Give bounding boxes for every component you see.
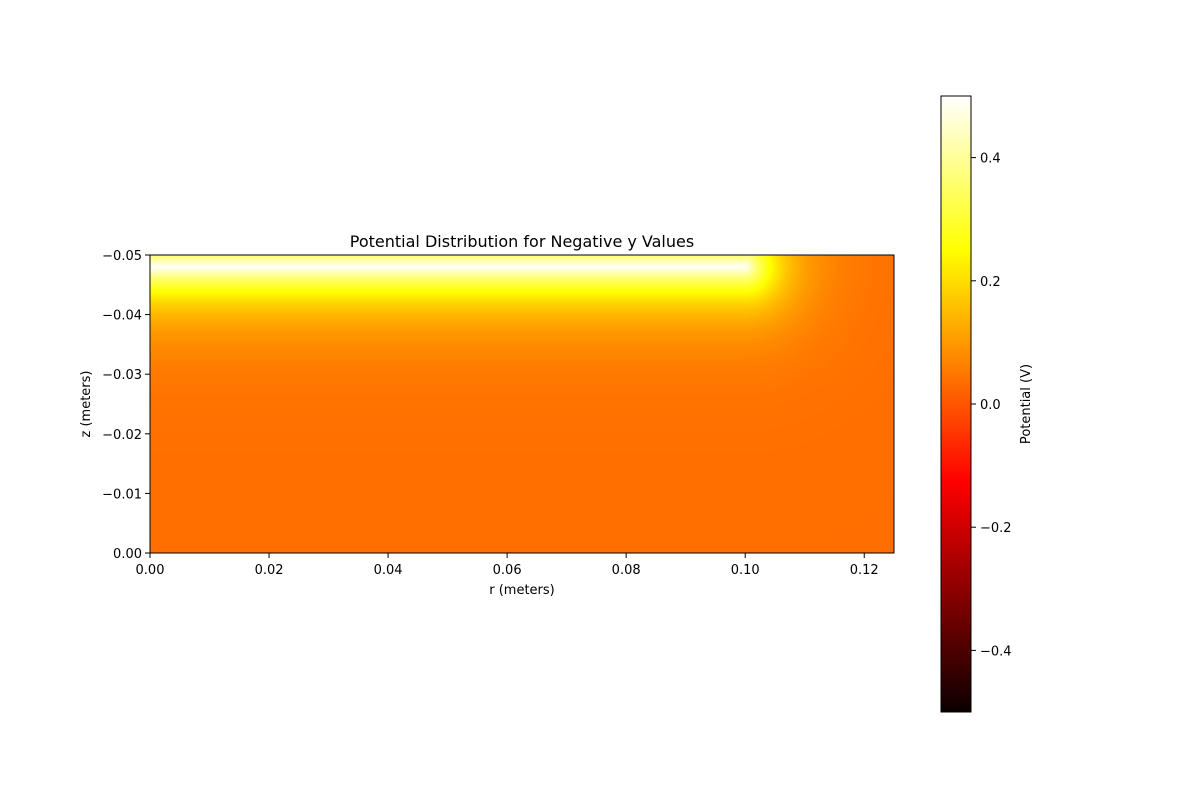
x-tick-label: 0.10 xyxy=(731,563,760,578)
y-axis-label: z (meters) xyxy=(79,371,94,438)
colorbar-tick-label: 0.4 xyxy=(980,152,1001,167)
colorbar-ticks: 0.4 0.2 0.0 −0.2 −0.4 xyxy=(971,152,1012,659)
colorbar-tick-label: −0.4 xyxy=(980,644,1012,659)
colorbar-tick-label: 0.0 xyxy=(980,398,1001,413)
y-axis: −0.05 −0.04 −0.03 −0.02 −0.01 0.00 xyxy=(102,249,150,562)
y-tick-label: −0.02 xyxy=(102,428,142,443)
colorbar-label: Potential (V) xyxy=(1019,364,1034,444)
x-axis-label: r (meters) xyxy=(489,583,555,598)
y-tick-label: −0.04 xyxy=(102,309,142,324)
y-tick-label: −0.05 xyxy=(102,249,142,264)
colorbar xyxy=(940,95,972,713)
x-tick-label: 0.06 xyxy=(493,563,522,578)
y-tick-label: 0.00 xyxy=(113,547,142,562)
plot-frame xyxy=(149,254,895,554)
x-tick-label: 0.08 xyxy=(612,563,641,578)
x-tick-label: 0.00 xyxy=(136,563,165,578)
y-tick-label: −0.01 xyxy=(102,487,142,502)
colorbar-tick-label: −0.2 xyxy=(980,521,1012,536)
y-tick-label: −0.03 xyxy=(102,368,142,383)
colorbar-tick-label: 0.2 xyxy=(980,275,1001,290)
x-tick-label: 0.04 xyxy=(374,563,403,578)
heatmap-area xyxy=(150,255,894,553)
x-axis: 0.00 0.02 0.04 0.06 0.08 0.10 0.12 xyxy=(136,553,879,578)
x-tick-label: 0.12 xyxy=(850,563,879,578)
chart-title: Potential Distribution for Negative y Va… xyxy=(350,232,694,251)
x-tick-label: 0.02 xyxy=(255,563,284,578)
